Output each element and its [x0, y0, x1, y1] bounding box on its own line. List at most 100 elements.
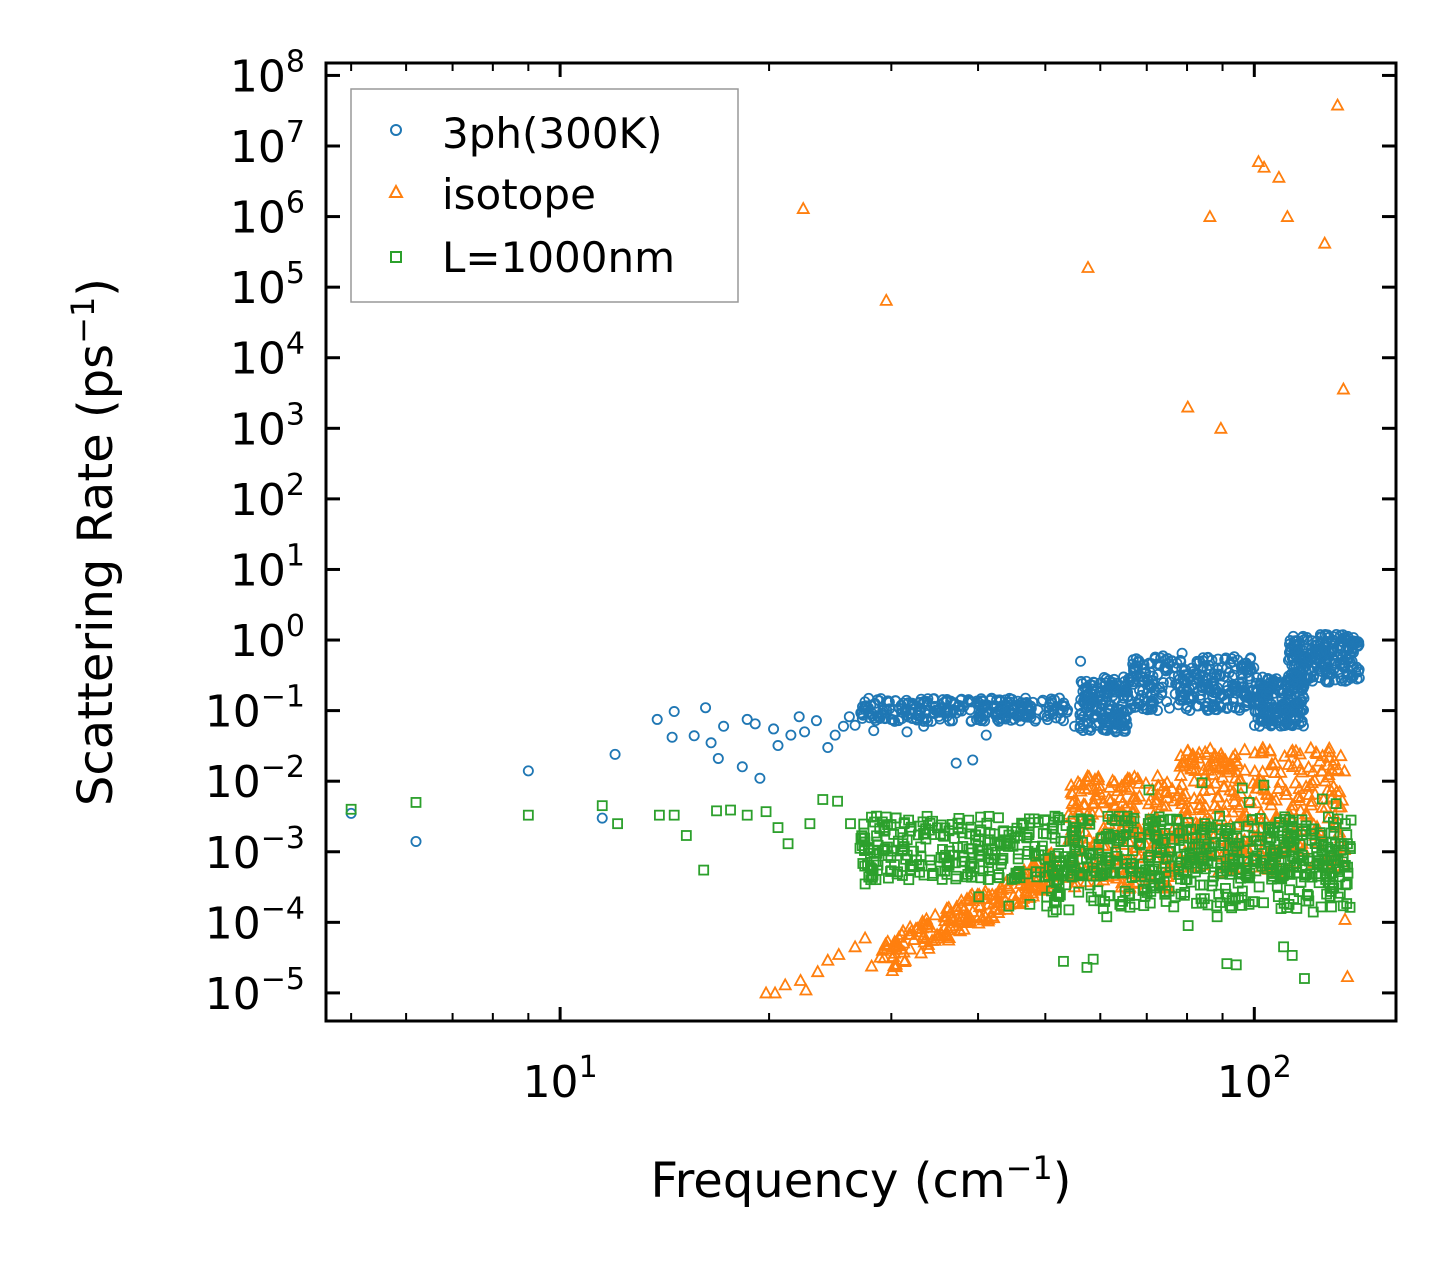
point-circle: [1316, 631, 1328, 643]
point-square: [1092, 885, 1104, 897]
point-triangle: [1233, 773, 1248, 787]
point-square: [1316, 793, 1328, 805]
point-circle: [668, 706, 680, 718]
point-circle: [1339, 675, 1351, 687]
point-circle: [883, 696, 895, 708]
point-square: [1076, 870, 1087, 882]
point-triangle: [1255, 764, 1270, 778]
point-triangle: [1229, 764, 1244, 778]
point-square: [1192, 863, 1203, 874]
point-square: [1083, 815, 1095, 827]
y-tick-label: 10−1: [205, 680, 305, 738]
point-circle: [1186, 662, 1198, 674]
point-circle: [1021, 696, 1033, 708]
point-square: [1241, 870, 1252, 882]
point-circle: [1350, 637, 1362, 649]
point-circle: [1251, 672, 1263, 684]
point-square: [1199, 863, 1211, 875]
point-square: [1163, 823, 1175, 835]
point-circle: [1082, 724, 1094, 736]
point-square: [1137, 858, 1149, 870]
legend-label-3ph: 3ph(300K): [442, 109, 662, 158]
point-square: [1077, 836, 1089, 848]
point-triangle: [1304, 793, 1319, 807]
point-circle: [1329, 674, 1341, 686]
point-square: [950, 870, 962, 882]
point-circle: [1100, 690, 1112, 702]
point-square: [1278, 941, 1289, 953]
point-circle: [1308, 671, 1320, 683]
point-square: [1084, 879, 1096, 891]
point-circle: [997, 702, 1009, 714]
point-square: [1272, 891, 1284, 903]
point-triangle: [897, 954, 912, 967]
point-square: [1306, 834, 1318, 846]
point-circle: [1320, 646, 1332, 658]
point-circle: [1322, 661, 1334, 673]
point-triangle: [1228, 747, 1243, 761]
point-triangle: [1118, 774, 1133, 788]
point-triangle: [1116, 837, 1131, 850]
point-circle: [1272, 706, 1284, 718]
x-tick-label: 102: [1217, 1050, 1292, 1108]
point-triangle: [1337, 839, 1352, 853]
point-triangle: [1280, 209, 1295, 222]
point-triangle: [1199, 747, 1214, 760]
point-square: [1258, 779, 1270, 791]
point-triangle: [916, 927, 931, 941]
point-square: [995, 858, 1007, 870]
point-square: [995, 836, 1006, 848]
point-circle: [976, 695, 988, 707]
point-square: [1221, 958, 1233, 970]
point-square: [871, 830, 882, 842]
point-square: [1099, 896, 1111, 907]
point-triangle: [879, 938, 894, 951]
point-square: [1219, 830, 1231, 842]
point-circle: [1226, 701, 1238, 713]
point-square: [845, 818, 856, 830]
point-triangle: [1078, 824, 1093, 837]
point-triangle: [1220, 764, 1235, 778]
point-square: [772, 822, 784, 833]
point-circle: [1352, 636, 1364, 648]
point-square: [1066, 852, 1078, 864]
point-square: [1328, 821, 1340, 833]
point-triangle: [886, 939, 901, 953]
point-square: [883, 872, 894, 884]
point-circle: [1191, 655, 1203, 667]
y-tick-label: 103: [230, 397, 305, 455]
point-circle: [1176, 662, 1188, 674]
point-square: [1046, 822, 1058, 834]
point-circle: [749, 718, 761, 730]
point-circle: [1202, 697, 1214, 709]
point-triangle: [1321, 769, 1336, 783]
point-circle: [1183, 673, 1195, 685]
point-circle: [1296, 632, 1308, 644]
point-circle: [651, 713, 663, 725]
point-circle: [1279, 719, 1291, 731]
point-triangle: [1227, 794, 1242, 807]
point-circle: [1112, 713, 1124, 725]
y-tick-label: 107: [230, 115, 305, 173]
point-square: [973, 891, 985, 903]
point-triangle: [1077, 797, 1093, 811]
point-square: [1159, 888, 1171, 900]
point-square: [1313, 877, 1325, 889]
point-triangle: [1245, 775, 1261, 789]
point-circle: [1008, 713, 1020, 725]
point-circle: [1299, 652, 1311, 664]
point-square: [921, 810, 933, 822]
point-circle: [979, 715, 991, 727]
point-triangle: [1219, 797, 1234, 810]
point-triangle: [820, 952, 835, 966]
y-tick-label: 10−4: [205, 891, 305, 949]
y-tick-label: 108: [230, 44, 305, 102]
point-triangle: [921, 941, 936, 954]
point-triangle: [1080, 260, 1096, 273]
y-tick-label: 101: [230, 538, 305, 596]
point-square: [832, 795, 843, 807]
legend-box: [350, 88, 739, 303]
point-circle: [712, 752, 724, 764]
point-triangle: [1226, 784, 1241, 797]
point-circle: [522, 765, 534, 777]
